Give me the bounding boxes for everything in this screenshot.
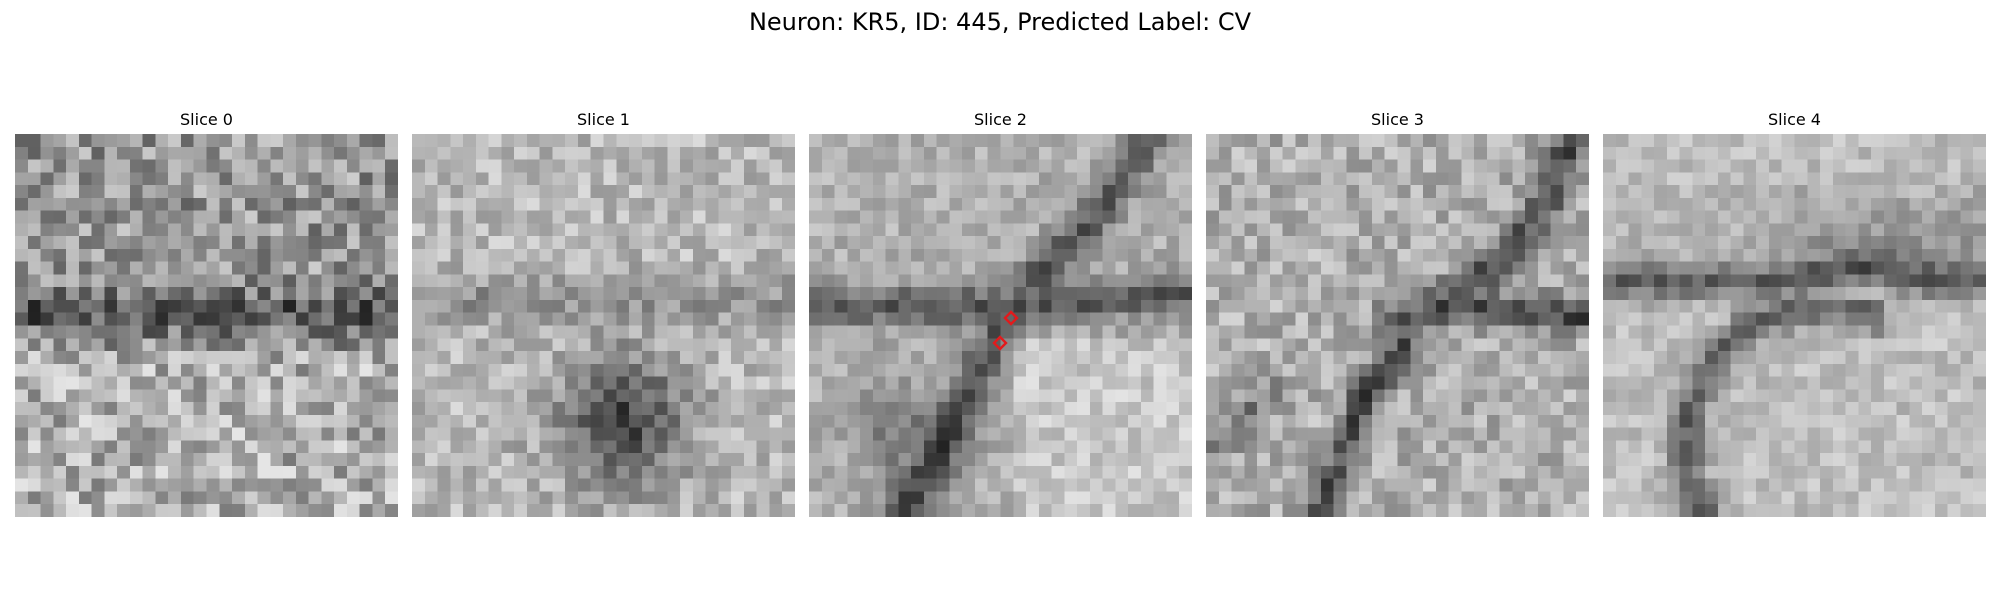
slice-image-2 xyxy=(809,134,1192,517)
slice-panel-2: Slice 2 xyxy=(809,108,1192,517)
slice-title-1: Slice 1 xyxy=(577,110,630,129)
slice-image-1 xyxy=(412,134,795,517)
slice-panel-0: Slice 0 xyxy=(15,108,398,517)
slice-panel-1: Slice 1 xyxy=(412,108,795,517)
slice-image-0 xyxy=(15,134,398,517)
slice-title-0: Slice 0 xyxy=(180,110,233,129)
slice-image-4 xyxy=(1603,134,1986,517)
slice-title-4: Slice 4 xyxy=(1768,110,1821,129)
slice-title-3: Slice 3 xyxy=(1371,110,1424,129)
slice-panel-4: Slice 4 xyxy=(1603,108,1986,517)
figure-title: Neuron: KR5, ID: 445, Predicted Label: C… xyxy=(748,8,1252,36)
slice-image-3 xyxy=(1206,134,1589,517)
slice-panel-3: Slice 3 xyxy=(1206,108,1589,517)
slice-title-2: Slice 2 xyxy=(974,110,1027,129)
